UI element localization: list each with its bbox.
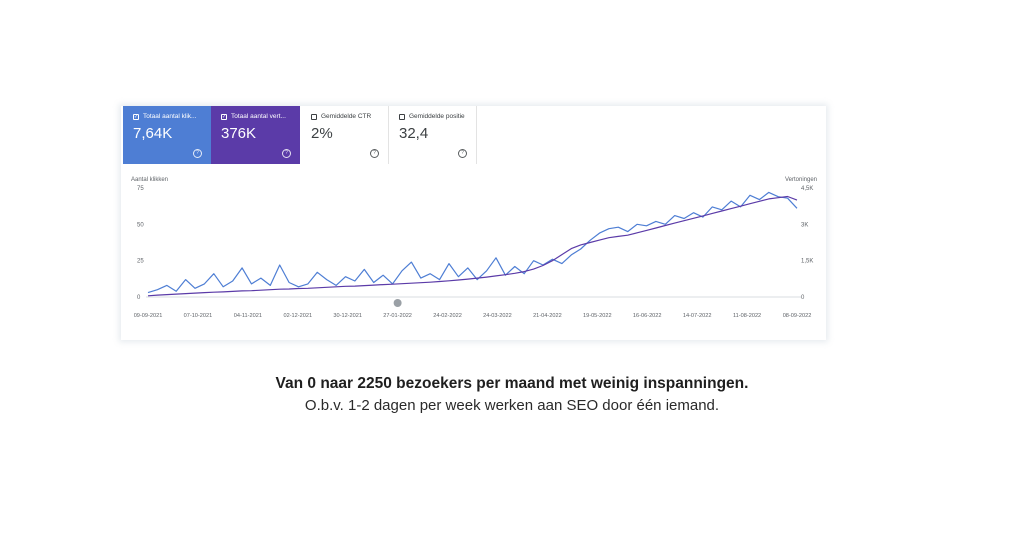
y-left-tick-label: 25 <box>137 259 144 265</box>
total-impressions-value: 376K <box>221 125 257 142</box>
total-clicks-label: Totaal aantal klik... <box>143 113 197 120</box>
y-axis-right-label: Vertoningen <box>785 177 817 183</box>
series-group <box>147 191 798 297</box>
total-clicks-card-head: ✓ Totaal aantal klik... <box>133 113 201 120</box>
x-tick-label: 07-10-2021 <box>184 313 213 319</box>
average-position-value: 32,4 <box>399 125 429 142</box>
average-position-card[interactable]: Gemiddelde positie 32,4 ? <box>389 106 477 164</box>
x-tick-label: 30-12-2021 <box>333 313 362 319</box>
x-tick-label: 19-05-2022 <box>583 313 612 319</box>
average-ctr-label: Gemiddelde CTR <box>321 113 372 120</box>
average-ctr-card-head: Gemiddelde CTR <box>311 113 378 120</box>
y-right-tick-label: 1,5K <box>801 259 813 265</box>
performance-chart: Aantal klikken Vertoningen 75 50 25 0 4,5K 3… <box>131 177 817 319</box>
x-tick-label: 11-08-2022 <box>733 313 761 319</box>
x-tick-label: 14-07-2022 <box>683 313 712 319</box>
x-tick-label: 02-12-2021 <box>283 313 312 319</box>
x-tick-label: 27-01-2022 <box>383 313 412 319</box>
y-axis-left-ticks: 75 50 25 0 <box>137 186 144 301</box>
checkbox-unchecked-icon[interactable] <box>311 113 317 120</box>
help-icon[interactable]: ? <box>458 149 467 158</box>
y-axis-left-label: Aantal klikken <box>131 177 168 183</box>
x-axis-ticks: 09-09-2021 07-10-2021 04-11-2021 02-12-2021… <box>134 313 812 319</box>
total-impressions-card-head: ✓ Totaal aantal vert... <box>221 113 290 120</box>
caption-sub: O.b.v. 1-2 dagen per week werken aan SEO… <box>304 397 720 414</box>
clicks-series-line <box>147 191 798 294</box>
total-clicks-value: 7,64K <box>133 125 173 142</box>
y-left-tick-label: 75 <box>137 186 144 192</box>
help-icon[interactable]: ? <box>193 149 202 158</box>
total-impressions-label: Totaal aantal vert... <box>231 113 286 120</box>
checkbox-checked-icon[interactable]: ✓ <box>221 113 227 120</box>
y-right-tick-label: 0 <box>801 295 805 301</box>
metric-cards: ✓ Totaal aantal klik... 7,64K ? ✓ Totaal… <box>121 106 826 164</box>
caption-main: Van 0 naar 2250 bezoekers per maand met … <box>275 375 749 392</box>
help-icon[interactable]: ? <box>370 149 379 158</box>
y-axis-right-ticks: 4,5K 3K 1,5K 0 <box>801 186 813 301</box>
checkbox-unchecked-icon[interactable] <box>399 113 405 120</box>
x-tick-label: 24-02-2022 <box>433 313 462 319</box>
average-position-label: Gemiddelde positie <box>409 113 465 120</box>
average-position-card-head: Gemiddelde positie <box>399 113 466 120</box>
annotation-marker[interactable] <box>393 299 402 307</box>
y-left-tick-label: 50 <box>137 222 144 228</box>
total-clicks-card[interactable]: ✓ Totaal aantal klik... 7,64K ? <box>123 106 211 164</box>
total-impressions-card[interactable]: ✓ Totaal aantal vert... 376K ? <box>211 106 300 164</box>
y-right-tick-label: 3K <box>801 222 808 228</box>
checkbox-checked-icon[interactable]: ✓ <box>133 113 139 120</box>
x-tick-label: 08-09-2022 <box>783 313 812 319</box>
y-left-tick-label: 0 <box>137 295 141 301</box>
impressions-series-line <box>147 195 798 297</box>
x-tick-label: 16-06-2022 <box>633 313 662 319</box>
x-tick-label: 09-09-2021 <box>134 313 163 319</box>
x-tick-label: 21-04-2022 <box>533 313 562 319</box>
x-tick-label: 24-03-2022 <box>483 313 512 319</box>
y-right-tick-label: 4,5K <box>801 186 813 192</box>
x-tick-label: 04-11-2021 <box>234 313 262 319</box>
help-icon[interactable]: ? <box>282 149 291 158</box>
average-ctr-value: 2% <box>311 125 333 142</box>
average-ctr-card[interactable]: Gemiddelde CTR 2% ? <box>301 106 389 164</box>
performance-panel: ✓ Totaal aantal klik... 7,64K ? ✓ Totaal… <box>121 106 826 340</box>
